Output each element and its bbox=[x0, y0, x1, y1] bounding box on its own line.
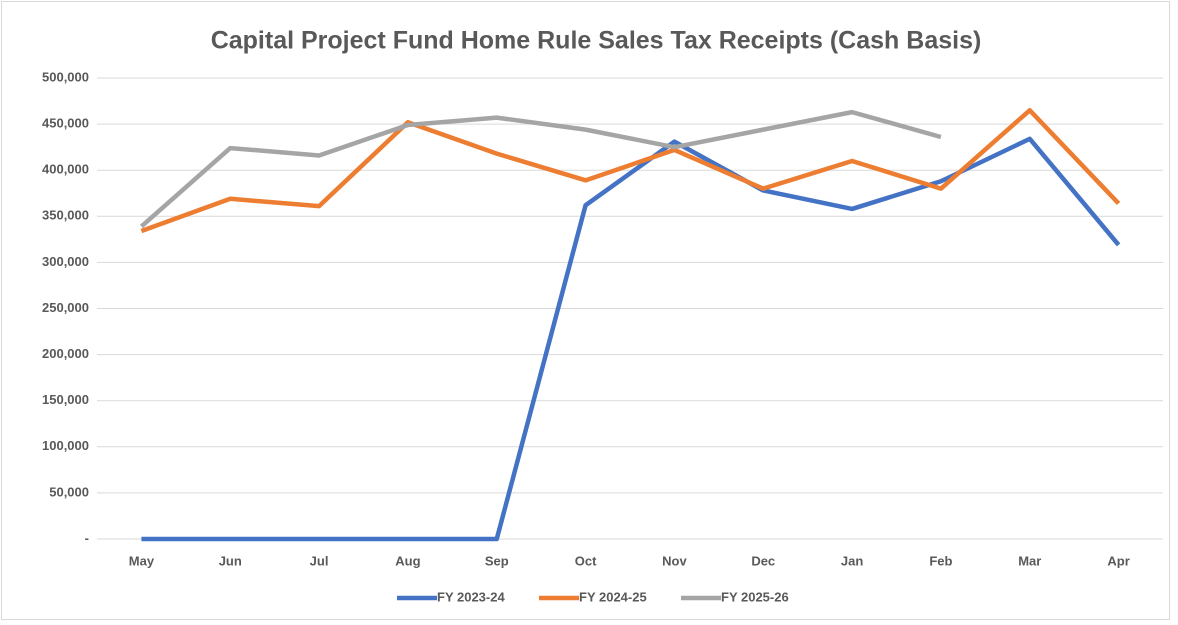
x-tick-label: Jul bbox=[310, 553, 329, 568]
x-tick-label: Dec bbox=[751, 553, 775, 568]
y-tick-label: 100,000 bbox=[42, 438, 89, 453]
x-tick-label: May bbox=[129, 553, 155, 568]
y-tick-label: 50,000 bbox=[49, 484, 89, 499]
y-tick-label: 500,000 bbox=[42, 69, 89, 84]
x-tick-label: Jan bbox=[841, 553, 863, 568]
y-tick-label: 200,000 bbox=[42, 346, 89, 361]
x-tick-label: Apr bbox=[1107, 553, 1129, 568]
legend-label: FY 2025-26 bbox=[721, 589, 789, 604]
x-tick-label: Feb bbox=[929, 553, 952, 568]
series-line bbox=[140, 108, 1121, 234]
y-tick-label: - bbox=[85, 530, 89, 545]
x-tick-label: Nov bbox=[662, 553, 687, 568]
y-tick-label: 400,000 bbox=[42, 162, 89, 177]
y-tick-label: 150,000 bbox=[42, 392, 89, 407]
legend-label: FY 2024-25 bbox=[579, 589, 647, 604]
x-tick-label: Oct bbox=[575, 553, 597, 568]
x-tick-label: Mar bbox=[1018, 553, 1041, 568]
chart-title: Capital Project Fund Home Rule Sales Tax… bbox=[211, 27, 982, 55]
legend-label: FY 2023-24 bbox=[437, 589, 505, 604]
y-tick-label: 450,000 bbox=[42, 116, 89, 131]
x-tick-label: Jun bbox=[219, 553, 242, 568]
y-tick-label: 300,000 bbox=[42, 254, 89, 269]
x-tick-label: Aug bbox=[395, 553, 420, 568]
y-tick-label: 350,000 bbox=[42, 208, 89, 223]
series-line bbox=[139, 109, 942, 229]
x-tick-label: Sep bbox=[485, 553, 509, 568]
y-tick-label: 250,000 bbox=[42, 300, 89, 315]
